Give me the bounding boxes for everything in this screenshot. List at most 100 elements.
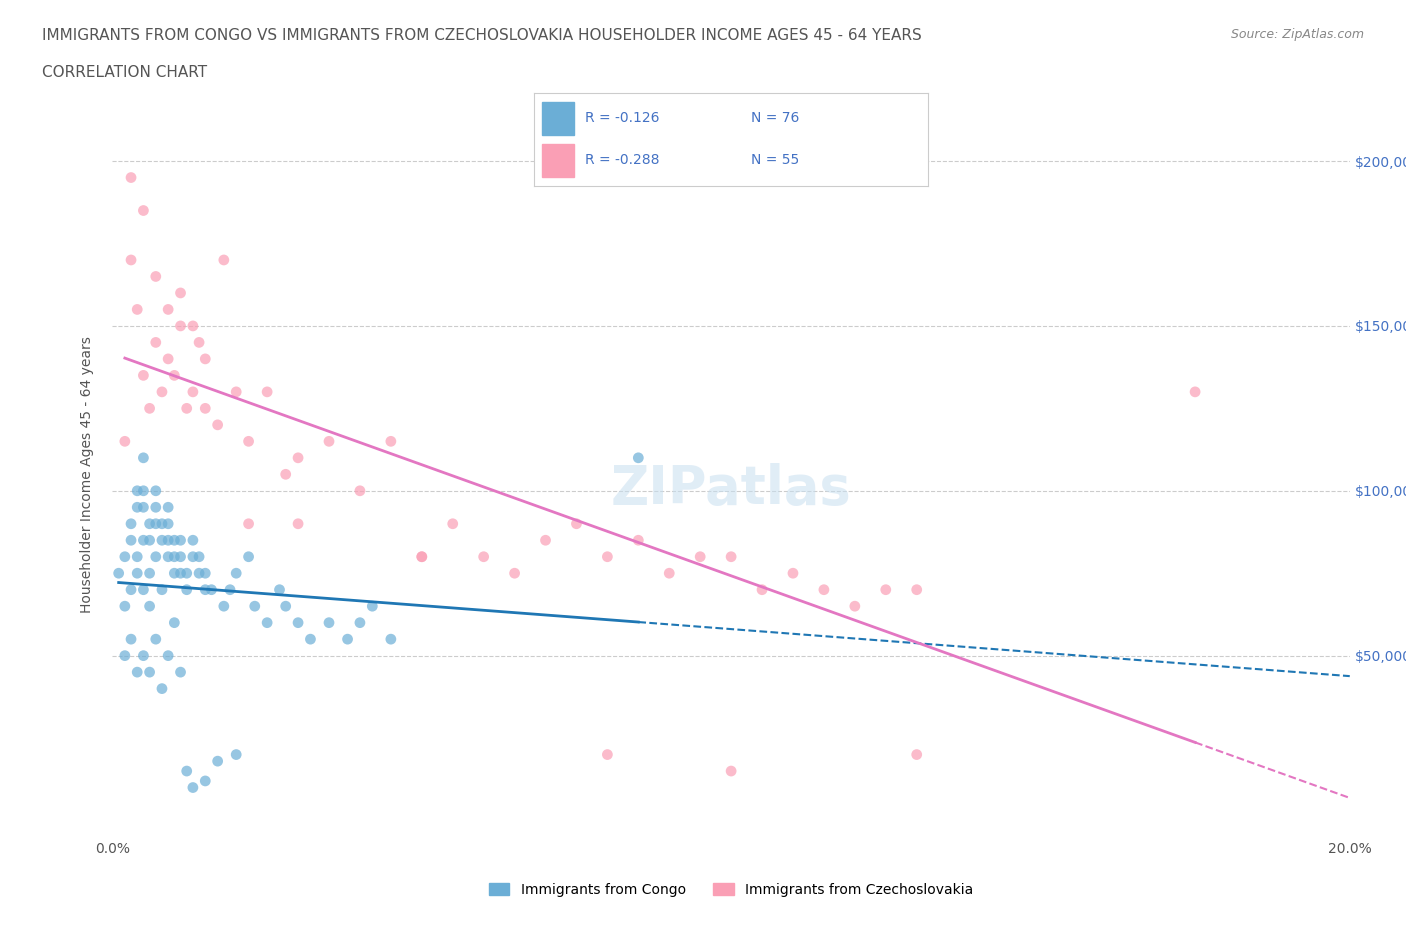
Point [299,631,322,646]
Point [689,550,711,565]
Point [120,631,142,646]
Point [157,499,180,514]
Point [138,599,160,614]
Point [145,631,167,646]
Point [114,648,136,663]
Point [238,434,260,449]
Point [658,565,681,580]
Point [120,253,142,268]
Bar [543,144,574,177]
Point [1184,384,1206,399]
Point [243,599,266,614]
Text: N = 55: N = 55 [751,153,799,167]
Point [782,565,804,580]
Point [176,401,198,416]
Point [157,550,180,565]
Point [336,631,359,646]
Point [127,484,149,498]
Point [114,434,136,449]
Point [127,302,149,317]
Point [127,565,149,580]
Point [256,616,278,631]
Point [287,616,309,631]
Point [212,253,235,268]
Point [361,599,384,614]
Point [287,516,309,531]
Point [145,516,167,531]
Point [188,565,211,580]
Point [720,550,742,565]
Text: R = -0.288: R = -0.288 [585,153,659,167]
Point [181,384,204,399]
Bar [543,102,574,135]
Point [219,582,242,597]
Point [905,747,928,762]
Point [349,484,371,498]
Text: CORRELATION CHART: CORRELATION CHART [42,65,207,80]
Point [150,384,173,399]
Point [194,565,217,580]
Point [596,550,619,565]
Point [127,665,149,680]
Point [169,565,191,580]
Point [238,516,260,531]
Point [150,516,173,531]
Point [274,467,297,482]
Point [181,318,204,333]
Point [150,533,173,548]
Point [114,599,136,614]
Point [380,631,402,646]
Point [169,533,191,548]
Point [145,269,167,284]
Point [212,599,235,614]
Point [194,352,217,366]
Point [194,401,217,416]
Point [138,533,160,548]
Point [157,302,180,317]
Point [318,616,340,631]
Point [318,434,340,449]
Point [150,582,173,597]
Point [905,582,928,597]
Point [132,648,155,663]
Point [163,533,186,548]
Point [176,582,198,597]
Point [138,516,160,531]
Point [145,550,167,565]
Point [145,499,167,514]
Point [120,516,142,531]
Point [238,550,260,565]
Point [169,550,191,565]
Point [441,516,464,531]
Point [207,418,229,432]
Point [596,747,619,762]
Point [169,665,191,680]
Point [114,550,136,565]
Point [720,764,742,778]
Point [188,335,211,350]
Point [120,170,142,185]
Text: N = 76: N = 76 [751,111,799,126]
Legend: Immigrants from Congo, Immigrants from Czechoslovakia: Immigrants from Congo, Immigrants from C… [484,878,979,903]
Point [875,582,897,597]
Point [194,582,217,597]
Point [565,516,588,531]
Point [627,450,650,465]
Point [120,533,142,548]
Point [380,434,402,449]
Point [472,550,495,565]
Point [132,484,155,498]
Point [200,582,222,597]
Point [163,616,186,631]
Point [411,550,433,565]
Point [274,599,297,614]
Point [176,565,198,580]
Point [627,533,650,548]
Point [145,484,167,498]
Point [163,550,186,565]
Point [127,499,149,514]
Point [751,582,773,597]
Point [181,780,204,795]
Point [132,368,155,383]
Point [138,565,160,580]
